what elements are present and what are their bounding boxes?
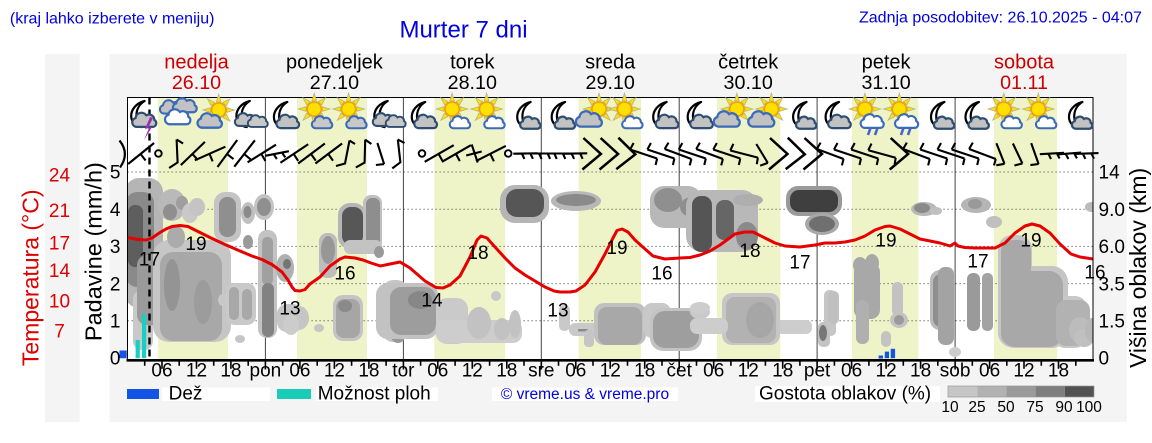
svg-text:13: 13: [279, 299, 300, 320]
svg-text:4: 4: [110, 200, 121, 221]
svg-text:06: 06: [703, 361, 724, 382]
svg-text:pet: pet: [804, 361, 831, 382]
svg-text:18: 18: [772, 361, 793, 382]
svg-text:06: 06: [289, 361, 310, 382]
svg-text:19: 19: [606, 238, 627, 259]
svg-text:06: 06: [151, 361, 172, 382]
svg-text:14: 14: [1099, 163, 1121, 184]
svg-text:0: 0: [110, 349, 121, 370]
svg-text:16: 16: [334, 264, 355, 285]
svg-text:31.10: 31.10: [861, 72, 910, 94]
svg-text:12: 12: [738, 361, 759, 382]
svg-text:nedelja: nedelja: [164, 51, 229, 73]
svg-text:Dež: Dež: [169, 384, 203, 405]
svg-text:12: 12: [462, 361, 483, 382]
svg-text:čet: čet: [667, 361, 693, 382]
svg-text:19: 19: [875, 231, 896, 252]
svg-text:Višina oblakov (km): Višina oblakov (km): [1125, 168, 1151, 368]
svg-text:petek: petek: [862, 51, 912, 73]
svg-text:27.10: 27.10: [310, 72, 359, 94]
svg-text:29.10: 29.10: [586, 72, 635, 94]
svg-text:3: 3: [110, 237, 121, 258]
svg-text:3.5: 3.5: [1099, 274, 1125, 295]
svg-text:12: 12: [186, 361, 207, 382]
svg-text:19: 19: [1020, 231, 1041, 252]
svg-text:5: 5: [110, 163, 121, 184]
svg-text:Temperatura (°C): Temperatura (°C): [18, 189, 44, 366]
svg-text:24: 24: [49, 166, 71, 187]
svg-text:90: 90: [1055, 399, 1073, 416]
svg-text:28.10: 28.10: [448, 72, 497, 94]
svg-text:sreda: sreda: [585, 51, 636, 73]
svg-text:ponedeljek: ponedeljek: [286, 51, 384, 73]
svg-text:06: 06: [427, 361, 448, 382]
svg-text:1.5: 1.5: [1099, 312, 1125, 333]
svg-text:06: 06: [841, 361, 862, 382]
svg-text:06: 06: [979, 361, 1000, 382]
svg-text:10: 10: [941, 399, 959, 416]
svg-text:sob: sob: [940, 361, 971, 382]
svg-text:12: 12: [1013, 361, 1034, 382]
svg-text:0: 0: [1099, 349, 1110, 370]
svg-text:25: 25: [968, 399, 985, 416]
svg-text:26.10: 26.10: [172, 72, 221, 94]
svg-text:19: 19: [185, 234, 206, 255]
svg-text:18: 18: [739, 241, 760, 262]
svg-text:13: 13: [547, 301, 568, 322]
svg-text:(kraj lahko izberete v meniju): (kraj lahko izberete v meniju): [10, 11, 215, 28]
svg-text:Gostota oblakov (%): Gostota oblakov (%): [759, 384, 931, 405]
svg-text:7: 7: [54, 322, 65, 343]
svg-text:18: 18: [467, 243, 488, 264]
svg-text:18: 18: [910, 361, 931, 382]
svg-text:18: 18: [634, 361, 655, 382]
svg-text:četrtek: četrtek: [718, 51, 779, 73]
svg-text:Padavine (mm/h): Padavine (mm/h): [80, 162, 106, 341]
svg-text:Murter 7 dni: Murter 7 dni: [399, 17, 527, 44]
svg-text:17: 17: [49, 234, 70, 255]
svg-text:17: 17: [789, 253, 810, 274]
svg-text:18: 18: [358, 361, 379, 382]
svg-text:14: 14: [421, 291, 443, 312]
svg-text:18: 18: [496, 361, 517, 382]
svg-text:9.0: 9.0: [1099, 200, 1125, 221]
svg-text:14: 14: [49, 261, 71, 282]
svg-text:10: 10: [49, 292, 70, 313]
svg-text:16: 16: [651, 264, 672, 285]
svg-text:75: 75: [1026, 399, 1043, 416]
svg-text:50: 50: [997, 399, 1015, 416]
svg-text:12: 12: [600, 361, 621, 382]
svg-text:12: 12: [324, 361, 345, 382]
svg-text:sobota: sobota: [994, 51, 1055, 73]
svg-text:18: 18: [1048, 361, 1069, 382]
svg-text:06: 06: [565, 361, 586, 382]
svg-text:tor: tor: [392, 361, 415, 382]
svg-text:pon: pon: [250, 361, 282, 382]
svg-text:2: 2: [110, 274, 121, 295]
svg-text:1: 1: [110, 312, 121, 333]
svg-text:sre: sre: [528, 361, 554, 382]
svg-text:18: 18: [220, 361, 241, 382]
svg-text:© vreme.us & vreme.pro: © vreme.us & vreme.pro: [501, 386, 669, 403]
svg-text:21: 21: [49, 201, 70, 222]
svg-text:Zadnja posodobitev: 26.10.2025: Zadnja posodobitev: 26.10.2025 - 04:07: [859, 9, 1142, 26]
svg-text:16: 16: [1084, 263, 1105, 284]
svg-text:01.11: 01.11: [1000, 72, 1048, 94]
svg-text:17: 17: [967, 252, 988, 273]
svg-text:Možnost ploh: Možnost ploh: [318, 384, 431, 405]
svg-text:6.0: 6.0: [1099, 237, 1125, 258]
svg-text:12: 12: [876, 361, 897, 382]
svg-text:30.10: 30.10: [724, 72, 773, 94]
svg-text:torek: torek: [450, 51, 495, 73]
svg-text:100: 100: [1076, 399, 1102, 416]
